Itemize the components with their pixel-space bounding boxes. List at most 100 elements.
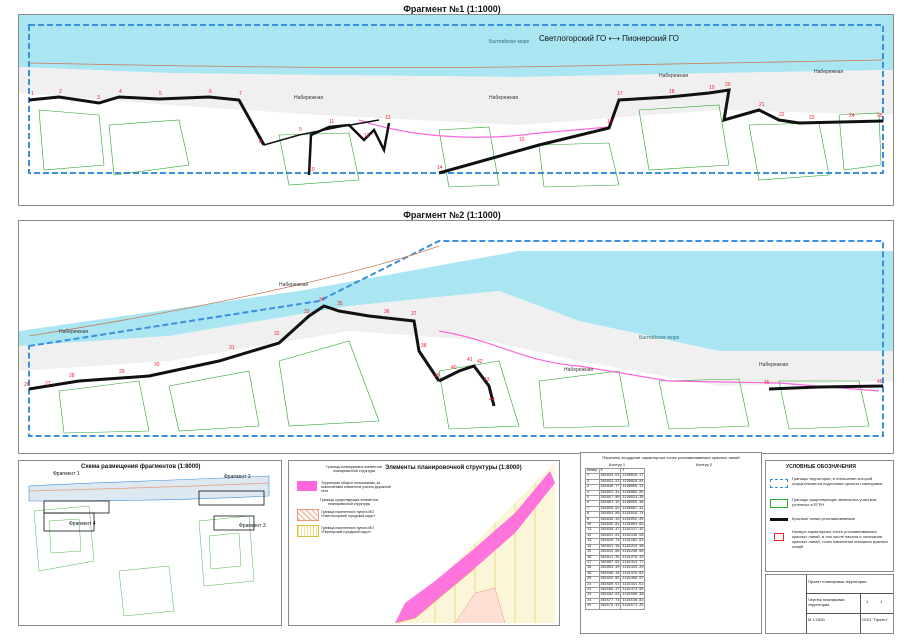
public-area-line: [438, 330, 880, 392]
point-label: 45: [764, 380, 770, 386]
fragment1-map-canvas: Балтийское море Светлогорский ГО ⟷ Пионе…: [19, 15, 893, 188]
scheme-canvas: [28, 475, 270, 617]
coordinates-title: Перечень координат характерных точек уст…: [602, 455, 740, 460]
mo-boundary-line: [28, 245, 440, 337]
title-block: Проект планировки территории Чертеж план…: [765, 574, 894, 634]
red-line-3: [307, 122, 391, 176]
title-block-scale: М 1:1000: [808, 617, 825, 622]
table-row: 18 361603.40 1191344.20: [585, 565, 646, 572]
red-line-2: [263, 119, 380, 146]
street-label-3: Набережная: [564, 367, 593, 373]
point-label: 18: [669, 89, 675, 95]
legend-title: УСЛОВНЫЕ ОБОЗНАЧЕНИЯ: [786, 464, 856, 470]
red-line-3: [768, 384, 884, 391]
table-row: 14 361621.19 1191214.46: [585, 543, 646, 551]
point-label: 27: [45, 381, 51, 387]
point-label: 12: [364, 133, 370, 139]
point-label: 43: [484, 377, 490, 383]
point-label: 3: [97, 95, 100, 101]
legend-item: Номера характерных точек устанавливаемых…: [792, 529, 889, 549]
point-label: 2: [59, 89, 62, 95]
point-label: 30: [154, 362, 160, 368]
sea-label: Балтийское море: [489, 38, 530, 45]
fragment2-map[interactable]: Балтийское море Набережная Набережная На…: [18, 220, 894, 454]
elements-legend-item: Граница населенного пункта МО «Светлогор…: [321, 510, 376, 518]
point-label: 40: [451, 365, 457, 371]
red-line-2: [438, 364, 496, 407]
elements-legend-item: Границы существующих элементов планирово…: [320, 498, 378, 506]
table-header-cell: Номер: [585, 467, 600, 475]
table-row: 23 361582.03 1191506.38: [585, 592, 646, 599]
table-row: 10 361645.81 1191084.63: [585, 522, 646, 529]
coordinates-table: Номер X Y 1 361643.52 1190810.17 2 361651.2…: [585, 467, 646, 610]
legend-item: Красные линии устанавливаемые: [792, 516, 855, 521]
street-label-1: Набережная: [59, 329, 88, 335]
legend-item: Границы существующих земельных участков,…: [792, 497, 877, 507]
point-label: 41: [467, 357, 473, 363]
point-label: 25: [877, 113, 883, 119]
point-label: 38: [421, 343, 427, 349]
elements-panel: Элементы планировочной структуры (1:8000…: [288, 460, 560, 626]
street-label-2: Набережная: [279, 282, 308, 288]
coordinates-panel: Перечень координат характерных точек уст…: [580, 452, 762, 634]
point-label: 29: [119, 369, 125, 375]
fragment2-map-canvas: Балтийское море Набережная Набережная На…: [19, 240, 893, 437]
point-label: 23: [809, 115, 815, 121]
point-label: 34: [319, 297, 325, 303]
point-label: 28: [69, 373, 75, 379]
sea-area: [19, 15, 893, 77]
legend-panel: УСЛОВНЫЕ ОБОЗНАЧЕНИЯ Границы территории,…: [765, 460, 894, 572]
point-label: 19: [709, 85, 715, 91]
title-block-sheet: 1: [866, 599, 869, 604]
point-label: 31: [229, 345, 235, 351]
point-label: 22: [779, 112, 785, 118]
title-block-sheets: 1: [880, 599, 883, 604]
street-label-1: Набережная: [294, 95, 323, 101]
red-line-1: [28, 304, 441, 391]
legend-swatch-red-lines: [770, 518, 788, 521]
red-line-1: [28, 95, 266, 146]
fragment1-map[interactable]: Балтийское море Светлогорский ГО ⟷ Пионе…: [18, 14, 894, 206]
table-row: 4 361652.41 1190889.05: [585, 489, 646, 497]
scheme-panel: Схема размещения фрагментов (1:8000) Фра…: [18, 460, 282, 626]
red-line-4: [438, 88, 884, 175]
mo-boundary-line: [28, 59, 884, 69]
point-label: 15: [519, 137, 525, 143]
legend-swatch-boundary: [770, 479, 788, 488]
point-label: 21: [759, 102, 765, 108]
street-label-4: Набережная: [814, 69, 843, 75]
scheme-title: Схема размещения фрагментов (1:8000): [81, 464, 201, 470]
point-label: 7: [239, 91, 242, 97]
point-label: 33: [304, 309, 310, 315]
table-row: 11 361638.47 1191117.15: [585, 527, 646, 534]
elements-legend-header: Границы планируемых элементов планировоч…: [326, 465, 382, 473]
street-label-2: Набережная: [489, 95, 518, 101]
point-label: 11: [329, 119, 334, 125]
contour2-label: Контур 2: [696, 462, 713, 467]
public-area-swatch: [297, 481, 317, 491]
beach-area: [19, 67, 893, 125]
elements-title: Элементы планировочной структуры (1:8000…: [385, 465, 522, 471]
point-label: 6: [209, 89, 212, 95]
table-row: 16 361611.35 1191279.32: [585, 554, 646, 561]
point-label: 36: [384, 309, 390, 315]
scheme-fragment-label-1: Фрагмент 1: [53, 471, 80, 477]
public-area-line: [358, 119, 610, 138]
boundary-label: Светлогорский ГО ⟷ Пионерский ГО: [539, 34, 679, 43]
legend-swatch-parcels: [770, 499, 788, 508]
table-row: 9 361649.33 1191052.20: [585, 516, 646, 524]
point-label: 13: [385, 115, 391, 121]
point-label: 42: [477, 359, 483, 365]
point-label: 26: [24, 382, 30, 388]
scheme-fragment-label-4: Фрагмент 4: [69, 521, 96, 527]
point-label: 17: [617, 91, 623, 97]
fragment2-point-labels: 26 27 28 29 30 31 32 33 34 35 36 37 38 3…: [24, 297, 883, 403]
point-label: 14: [437, 165, 443, 171]
mo-pionersky-swatch: [297, 525, 319, 537]
table-row: 12 361631.02 1191149.58: [585, 532, 646, 540]
fragment2-title: Фрагмент №2 (1:1000): [403, 210, 501, 220]
point-label: 10: [309, 167, 315, 173]
point-label: 35: [337, 301, 343, 307]
mo-svetlogorsk-swatch: [297, 509, 319, 521]
contour1-label: Контур 1: [609, 462, 626, 467]
